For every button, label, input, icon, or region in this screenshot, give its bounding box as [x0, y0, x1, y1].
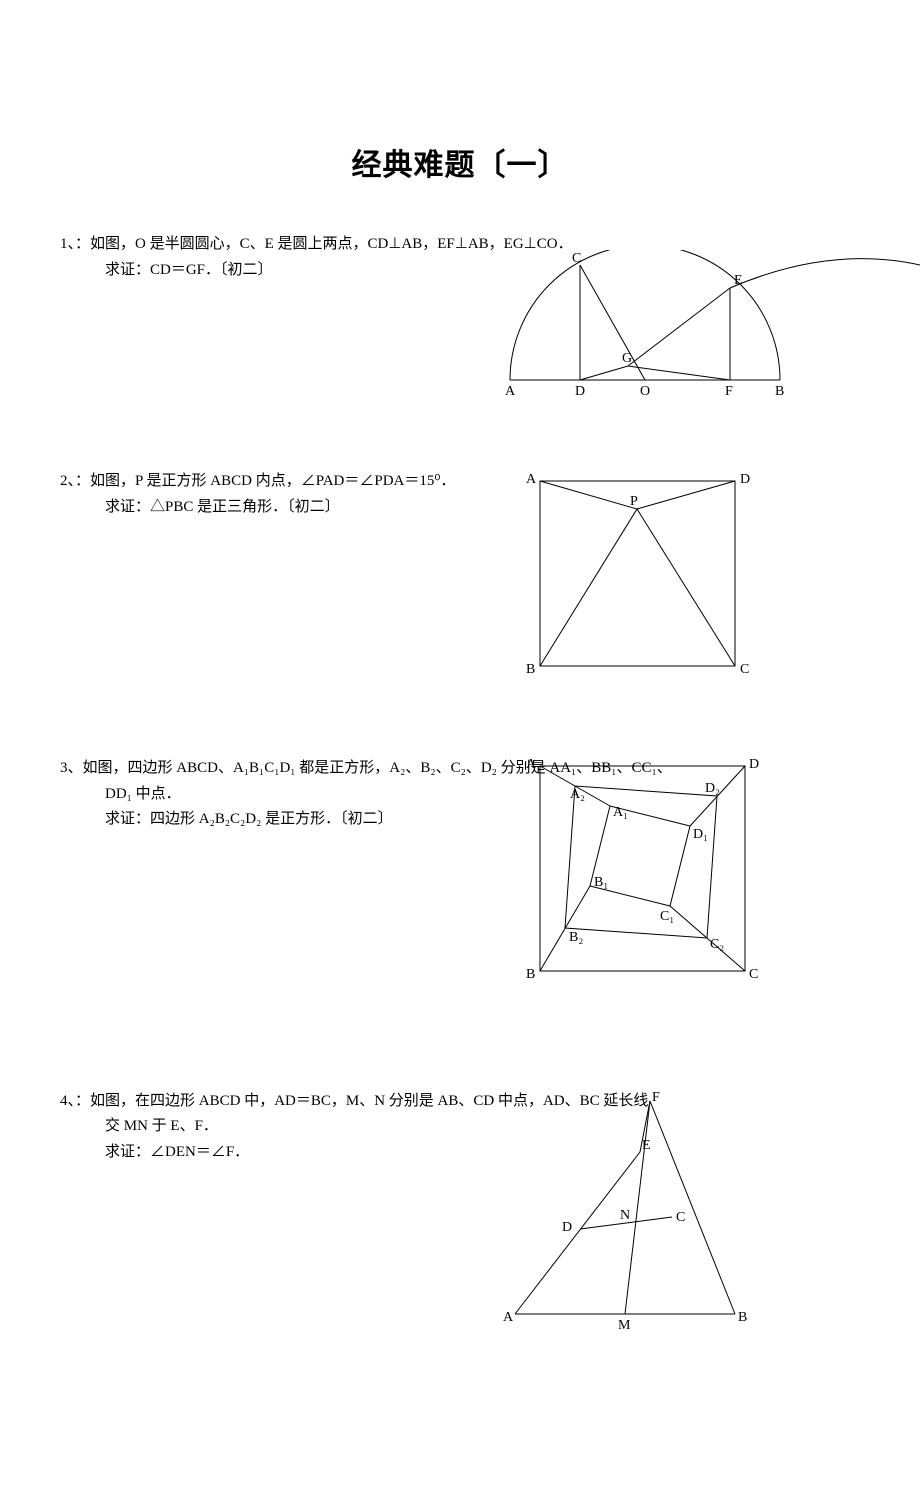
svg-text:C: C: [676, 1210, 685, 1225]
svg-text:A₂: A₂: [570, 787, 585, 802]
svg-text:N: N: [620, 1208, 630, 1223]
svg-text:B: B: [526, 967, 535, 982]
svg-text:C₁: C₁: [660, 909, 674, 924]
svg-text:B: B: [775, 384, 784, 399]
svg-text:O: O: [640, 384, 650, 399]
figure-4: A B M D C N E F: [500, 1089, 760, 1334]
svg-text:F: F: [652, 1090, 660, 1105]
svg-text:B₁: B₁: [594, 875, 608, 890]
svg-text:B: B: [526, 662, 535, 677]
svg-text:C: C: [749, 967, 758, 982]
figure-1: A B O D F C E G: [500, 250, 920, 400]
svg-text:D: D: [575, 384, 585, 399]
svg-text:A: A: [503, 1310, 514, 1325]
problem-4: 4、：如图，在四边形 ABCD 中，AD＝BC，M、N 分别是 AB、CD 中点…: [60, 1089, 860, 1416]
problem-2: 2、：如图，P 是正方形 ABCD 内点，∠PAD＝∠PDA＝15⁰． 求证：△…: [60, 469, 860, 730]
svg-text:M: M: [618, 1318, 631, 1333]
svg-text:D: D: [740, 472, 750, 487]
svg-text:F: F: [725, 384, 733, 399]
svg-text:E: E: [642, 1138, 651, 1153]
svg-text:A: A: [526, 757, 537, 772]
svg-text:B₂: B₂: [569, 930, 583, 945]
svg-text:C: C: [740, 662, 749, 677]
svg-text:D: D: [749, 757, 759, 772]
svg-text:B: B: [738, 1310, 747, 1325]
svg-text:D₁: D₁: [693, 827, 708, 842]
svg-text:C₂: C₂: [710, 937, 724, 952]
svg-text:D₂: D₂: [705, 781, 720, 796]
svg-text:P: P: [630, 494, 638, 509]
svg-text:D: D: [562, 1220, 572, 1235]
figure-2: A D B C P: [510, 469, 770, 679]
page-title: 经典难题〔一〕: [60, 140, 860, 184]
problem-3: 3、如图，四边形 ABCD、A₁B₁C₁D₁ 都是正方形，A₂、B₂、C₂、D₂…: [60, 756, 860, 1063]
problem-1: 1、：如图，O 是半圆圆心，C、E 是圆上两点，CD⊥AB，EF⊥AB，EG⊥C…: [60, 232, 860, 443]
svg-text:A: A: [526, 472, 537, 487]
svg-text:A: A: [505, 384, 516, 399]
svg-text:G: G: [622, 351, 632, 366]
svg-text:A₁: A₁: [613, 805, 628, 820]
figure-3: A D B C A₁ B₁ C₁ D₁ A₂ B₂ C₂ D₂: [515, 756, 770, 986]
svg-text:C: C: [572, 251, 581, 266]
svg-text:E: E: [734, 273, 743, 288]
